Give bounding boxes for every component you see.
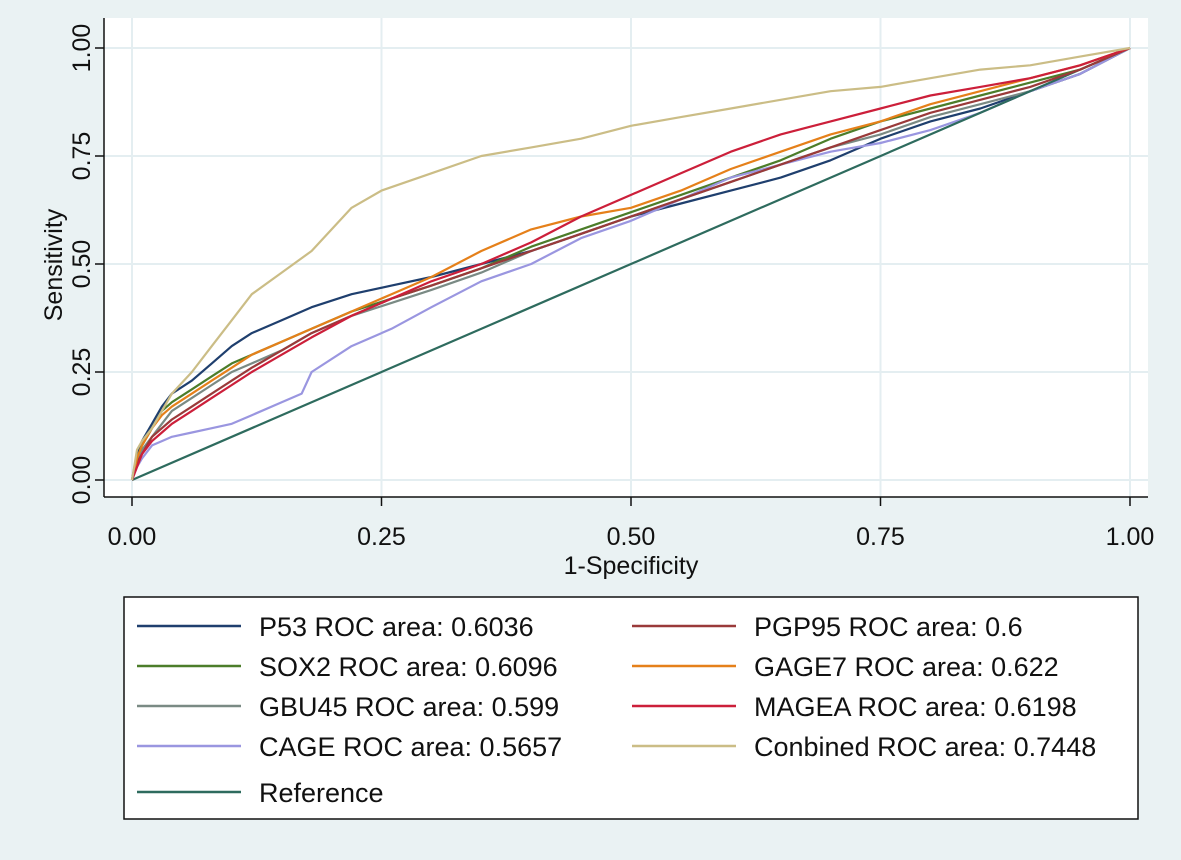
series-line-conbined (130, 46, 1131, 481)
legend-label: GAGE7 ROC area: 0.622 (754, 652, 1059, 682)
y-tick-label: 0.00 (68, 456, 96, 505)
legend-item-cage: CAGE ROC area: 0.5657 (137, 732, 562, 762)
legend-label: CAGE ROC area: 0.5657 (259, 732, 562, 762)
series-line-cage (130, 47, 1131, 481)
y-axis-title: Sensitivity (40, 208, 68, 321)
grid-lines (104, 18, 1148, 497)
legend-label: P53 ROC area: 0.6036 (259, 612, 534, 642)
series-line-magea (130, 46, 1131, 481)
x-tick-label: 0.50 (607, 523, 656, 551)
series-lines (130, 46, 1131, 482)
x-tick-label: 1.00 (1106, 523, 1155, 551)
x-tick-label: 0.25 (357, 523, 406, 551)
legend-item-gage7: GAGE7 ROC area: 0.622 (632, 652, 1059, 682)
series-line-gbu45 (130, 47, 1131, 481)
legend-label: Reference (259, 778, 384, 808)
legend-item-magea: MAGEA ROC area: 0.6198 (632, 692, 1077, 722)
y-tick-label: 1.00 (68, 24, 96, 73)
series-line-gage7 (130, 46, 1131, 481)
legend-label: Conbined ROC area: 0.7448 (754, 732, 1096, 762)
y-tick-label: 0.25 (68, 348, 96, 397)
legend-label: SOX2 ROC area: 0.6096 (259, 652, 558, 682)
legend-item-gbu45: GBU45 ROC area: 0.599 (137, 692, 559, 722)
legend-label: GBU45 ROC area: 0.599 (259, 692, 559, 722)
legend-item-pgp95: PGP95 ROC area: 0.6 (632, 612, 1023, 642)
series-line-reference (131, 46, 1131, 482)
legend-label: PGP95 ROC area: 0.6 (754, 612, 1023, 642)
axes (103, 18, 1148, 498)
ticks: 0.00 0.25 0.50 0.75 1.00 0.00 0.25 0.50 0.75 1.00 (68, 24, 1154, 551)
legend-item-reference: Reference (137, 778, 384, 808)
legend-label: MAGEA ROC area: 0.6198 (754, 692, 1077, 722)
x-axis-title: 1-Specificity (564, 552, 699, 580)
x-tick-label: 0.00 (108, 523, 157, 551)
y-tick-label: 0.50 (68, 240, 96, 289)
legend-item-p53: P53 ROC area: 0.6036 (137, 612, 534, 642)
legend-item-sox2: SOX2 ROC area: 0.6096 (137, 652, 558, 682)
legend-item-conbined: Conbined ROC area: 0.7448 (632, 732, 1096, 762)
legend-box (123, 596, 1139, 820)
legend: P53 ROC area: 0.6036 SOX2 ROC area: 0.609… (123, 596, 1139, 820)
x-tick-label: 0.75 (856, 523, 905, 551)
y-tick-label: 0.75 (68, 132, 96, 181)
series-line-pgp95 (130, 46, 1131, 481)
